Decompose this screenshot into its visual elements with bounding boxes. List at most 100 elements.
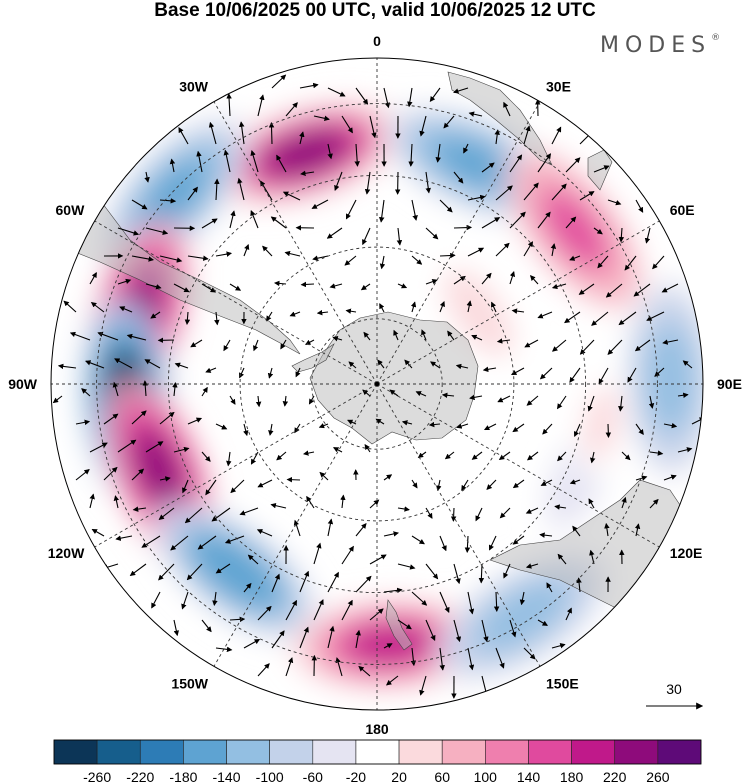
colorbar-swatch xyxy=(226,739,270,765)
wind-vector xyxy=(526,451,539,461)
wind-vector xyxy=(159,411,175,425)
wind-vector xyxy=(347,419,357,425)
wind-vector xyxy=(201,451,211,462)
wind-vector xyxy=(407,87,413,108)
wind-vector xyxy=(271,630,285,649)
colorbar-swatch xyxy=(528,739,572,765)
wind-vector xyxy=(663,474,677,481)
wind-vector xyxy=(257,94,265,117)
wind-vector xyxy=(539,532,553,538)
wind-vector xyxy=(363,331,371,341)
wind-vector xyxy=(607,199,622,206)
wind-vector xyxy=(419,675,427,696)
wind-vector xyxy=(257,663,270,677)
wind-vector xyxy=(483,423,497,431)
wind-vector xyxy=(654,367,665,377)
wind-vector xyxy=(229,616,246,623)
wind-vector xyxy=(173,283,190,293)
wind-vector xyxy=(335,657,343,677)
wind-vector xyxy=(276,154,287,173)
latitude-circle xyxy=(239,246,515,522)
wind-vector xyxy=(618,227,625,243)
wind-vector xyxy=(355,629,361,649)
wind-vector xyxy=(589,451,596,464)
wind-vector xyxy=(378,199,385,223)
wind-vector xyxy=(332,336,343,342)
wind-vector xyxy=(257,605,272,621)
wind-vector xyxy=(441,392,455,399)
colorbar-tick-label: 140 xyxy=(517,769,541,783)
wind-vector xyxy=(327,625,335,649)
wind-vector xyxy=(569,479,581,485)
colorbar-tick-label: -180 xyxy=(169,769,197,783)
wind-vector xyxy=(481,217,501,229)
wind-vector xyxy=(383,87,391,109)
colorbar-swatch xyxy=(614,739,659,765)
wind-vector xyxy=(299,131,305,145)
wind-vector xyxy=(463,143,469,154)
wind-vector xyxy=(525,507,539,514)
wind-vector xyxy=(57,363,77,370)
wind-vector xyxy=(229,210,236,229)
wind-vector xyxy=(635,199,644,213)
wind-vector xyxy=(503,101,511,117)
wind-vector xyxy=(306,495,315,509)
wind-vector xyxy=(618,311,637,326)
wind-vector xyxy=(417,451,427,459)
wind-vector xyxy=(226,93,232,117)
colorbar-swatch xyxy=(398,739,443,765)
map-title: Base 10/06/2025 00 UTC, valid 10/06/2025… xyxy=(154,0,596,21)
wind-vector xyxy=(205,367,217,373)
wind-vector xyxy=(119,306,133,313)
wind-vector xyxy=(293,519,301,537)
wind-vector xyxy=(467,591,475,615)
wind-vector xyxy=(439,647,445,671)
wind-vector xyxy=(627,367,637,383)
wind-vector xyxy=(85,360,105,369)
wind-vector xyxy=(537,619,548,626)
wind-vector xyxy=(243,639,261,649)
wind-vector xyxy=(383,474,393,481)
wind-vector xyxy=(285,657,294,677)
colorbar-swatch xyxy=(441,739,486,765)
modes-logo: MODES® xyxy=(600,33,720,58)
wind-vector xyxy=(421,329,427,341)
wind-vector xyxy=(467,194,486,201)
wind-vector xyxy=(332,447,343,453)
wind-vector xyxy=(360,283,371,291)
wind-vector xyxy=(312,255,329,261)
wind-vector xyxy=(145,283,162,290)
wind-vector xyxy=(523,241,533,257)
wind-vector xyxy=(299,570,310,593)
wind-vector xyxy=(453,171,464,184)
wind-vector xyxy=(295,367,301,378)
wind-vector xyxy=(529,275,539,285)
wind-vector xyxy=(565,216,577,229)
wind-vector xyxy=(461,479,469,491)
wind-vector xyxy=(652,255,665,270)
wind-vector xyxy=(539,367,553,380)
wind-vector xyxy=(243,582,252,593)
wind-vector xyxy=(618,395,624,412)
wind-vector xyxy=(159,476,171,482)
longitude-label: 150W xyxy=(171,676,208,692)
wind-vector xyxy=(300,170,315,177)
wind-vector xyxy=(439,199,453,213)
longitude-label: 90E xyxy=(717,376,742,392)
wind-vector xyxy=(569,255,581,261)
wind-vector xyxy=(635,423,644,436)
wind-vector xyxy=(369,499,380,509)
meridian-line xyxy=(94,220,378,385)
wind-vector xyxy=(285,102,298,117)
wind-vector xyxy=(469,394,483,401)
wind-vector xyxy=(299,626,309,649)
wind-vector xyxy=(525,563,539,569)
wind-vector xyxy=(131,410,147,425)
wind-vector xyxy=(187,417,203,425)
wind-vector xyxy=(201,283,217,293)
longitude-label: 30W xyxy=(179,78,209,94)
wind-vector xyxy=(178,127,189,145)
wind-vector xyxy=(512,479,525,489)
wind-vector xyxy=(411,479,418,489)
wind-vector xyxy=(439,535,447,552)
